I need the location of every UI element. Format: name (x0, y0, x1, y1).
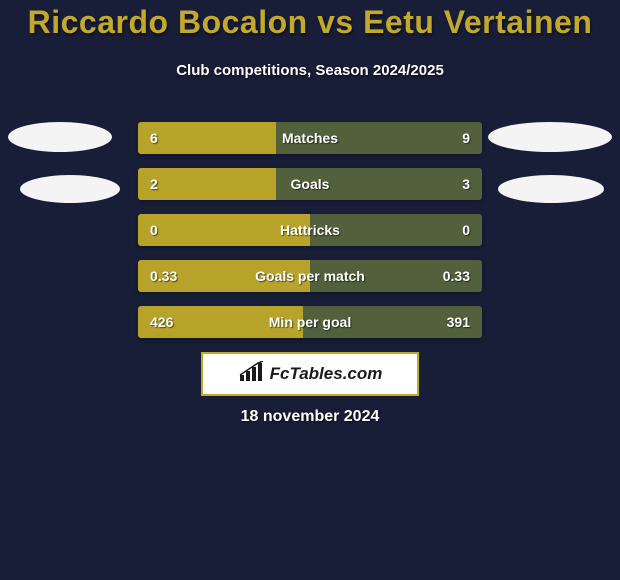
stat-row: 23Goals (138, 168, 482, 200)
brand-label: FcTables.com (270, 364, 383, 384)
page-title: Riccardo Bocalon vs Eetu Vertainen (0, 4, 620, 41)
stat-label: Goals (138, 168, 482, 200)
stat-label: Goals per match (138, 260, 482, 292)
player-right-photo-2 (498, 175, 604, 203)
stat-row: 0.330.33Goals per match (138, 260, 482, 292)
player-right-photo-1 (488, 122, 612, 152)
stat-label: Min per goal (138, 306, 482, 338)
stat-row: 69Matches (138, 122, 482, 154)
comparison-infographic: Riccardo Bocalon vs Eetu Vertainen Club … (0, 0, 620, 580)
stat-bars: 69Matches 23Goals 00Hattricks 0.330.33Goals… (138, 122, 482, 352)
player-left-photo-2 (20, 175, 120, 203)
stat-label: Matches (138, 122, 482, 154)
stat-label: Hattricks (138, 214, 482, 246)
subtitle: Club competitions, Season 2024/2025 (0, 62, 620, 79)
bar-chart-icon (238, 361, 264, 388)
stat-row: 426391Min per goal (138, 306, 482, 338)
player-left-photo-1 (8, 122, 112, 152)
date-label: 18 november 2024 (0, 408, 620, 426)
stat-row: 00Hattricks (138, 214, 482, 246)
brand-badge[interactable]: FcTables.com (201, 352, 419, 396)
